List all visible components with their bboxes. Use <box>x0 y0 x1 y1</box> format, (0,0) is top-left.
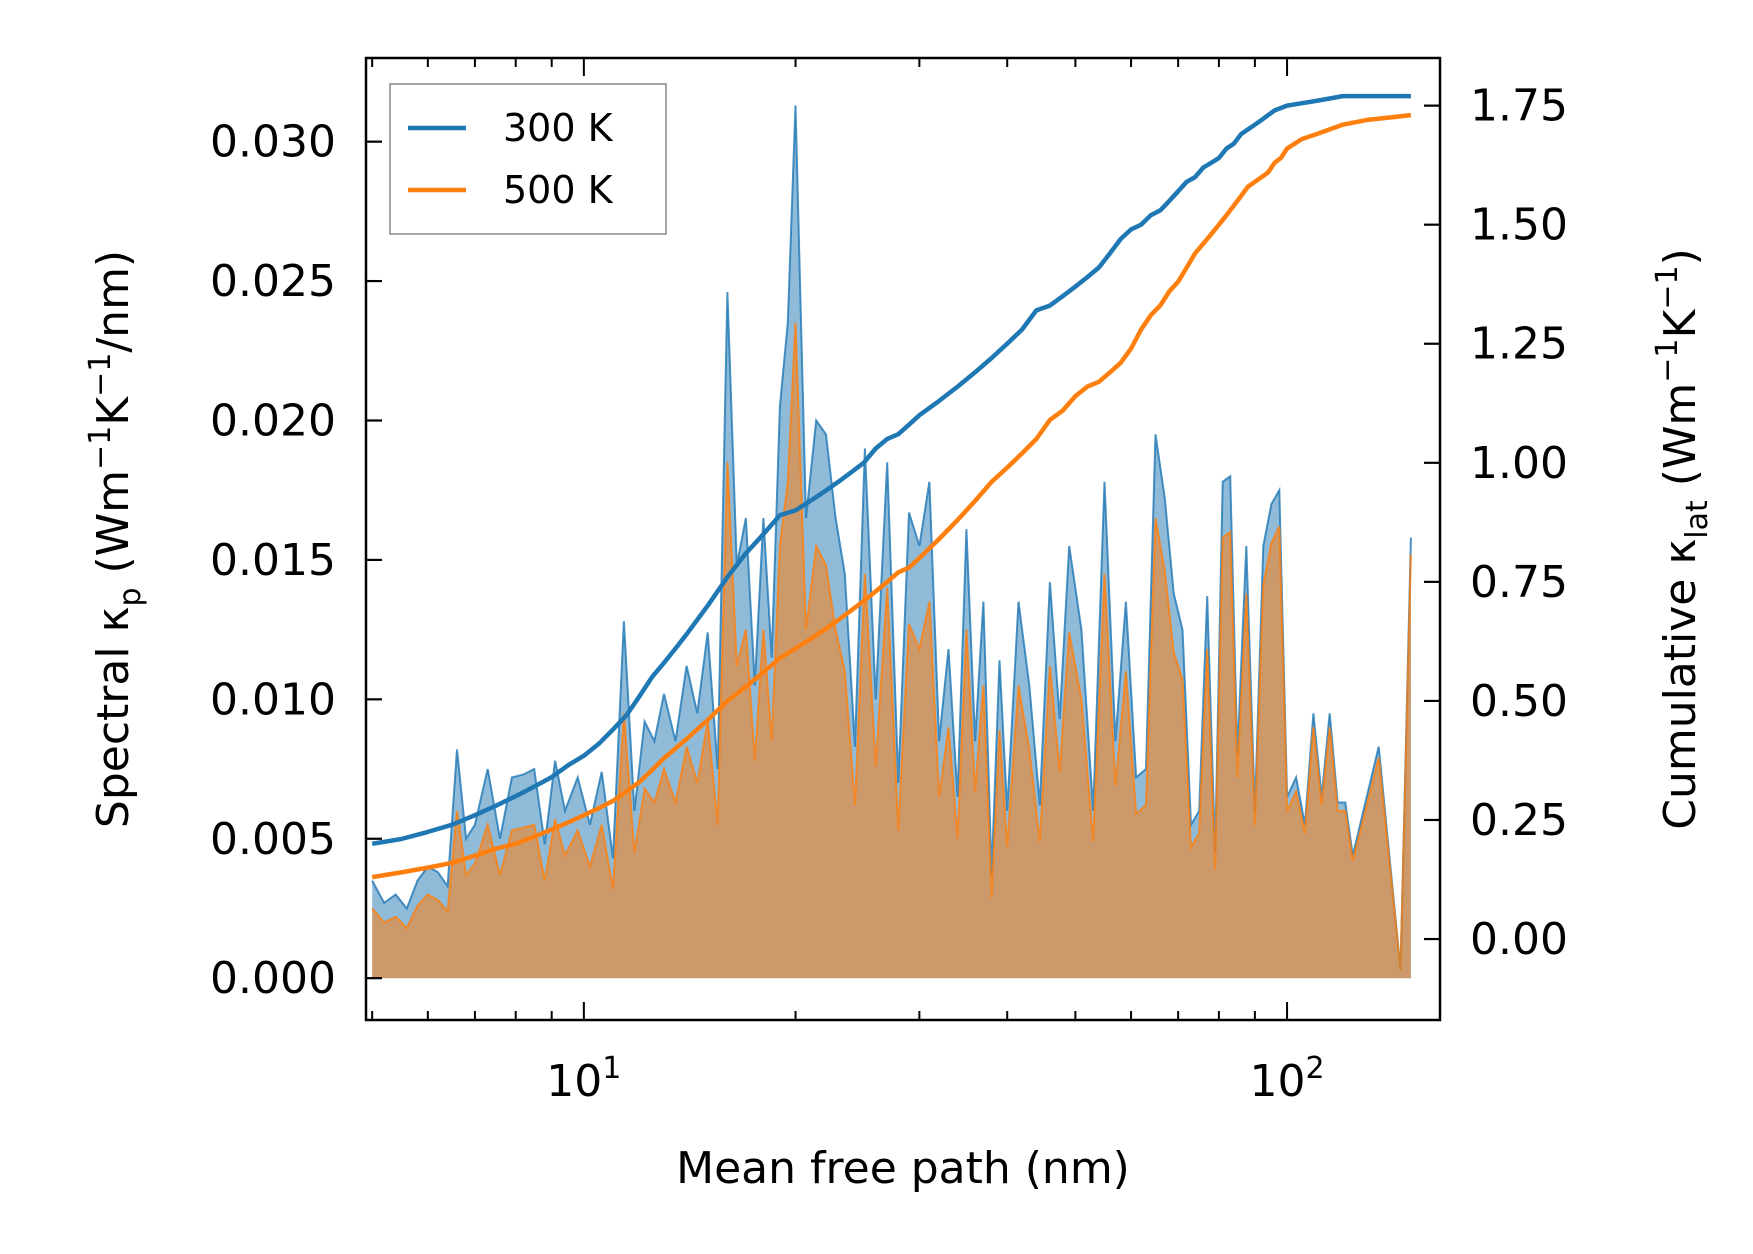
y-left-tick-label: 0.000 <box>210 953 336 1004</box>
y-left-tick-label: 0.020 <box>210 395 336 446</box>
spectral-line-500k <box>371 322 1412 970</box>
y-right-tick-label: 1.25 <box>1470 319 1568 370</box>
x-axis-title: Mean free path (nm) <box>676 1143 1130 1194</box>
y-right-tick-label: 0.50 <box>1470 676 1568 727</box>
legend-box <box>389 83 667 235</box>
y-right-tick-label: 0.00 <box>1470 914 1568 965</box>
y-left-tick-label: 0.025 <box>210 256 336 307</box>
y-left-axis-title: Spectral κp (Wm−1K−1/nm) <box>83 250 148 828</box>
x-tick-label: 101 <box>546 1051 621 1107</box>
y-right-tick-label: 1.50 <box>1470 200 1568 251</box>
plot-frame <box>364 56 1442 1022</box>
y-left-tick-label: 0.015 <box>210 535 336 586</box>
x-tick-label: 102 <box>1250 1051 1325 1107</box>
y-right-tick-label: 1.75 <box>1470 81 1568 132</box>
y-right-tick-label: 0.25 <box>1470 795 1568 846</box>
y-left-tick-label: 0.010 <box>210 674 336 725</box>
spectral-fill-500k <box>372 322 1411 979</box>
plot-content <box>371 93 1412 979</box>
y-left-tick-label: 0.030 <box>210 117 336 168</box>
axes: 0.000 0.005 0.010 0.015 0.020 0.025 0.030 0.00 0… <box>83 56 1715 1194</box>
cumulative-line-500k <box>371 112 1412 880</box>
legend-label: 300 K <box>503 106 614 150</box>
y-right-tick-label: 0.75 <box>1470 557 1568 608</box>
cumulative-line-300k <box>371 93 1411 847</box>
plot-area <box>371 93 1412 979</box>
legend: 300 K 500 K <box>389 83 667 235</box>
y-right-axis-title: Cumulative κlat (Wm−1K−1) <box>1650 248 1715 830</box>
y-left-tick-label: 0.005 <box>210 814 336 865</box>
legend-label: 500 K <box>503 168 614 212</box>
y-right-tick-label: 1.00 <box>1470 438 1568 489</box>
